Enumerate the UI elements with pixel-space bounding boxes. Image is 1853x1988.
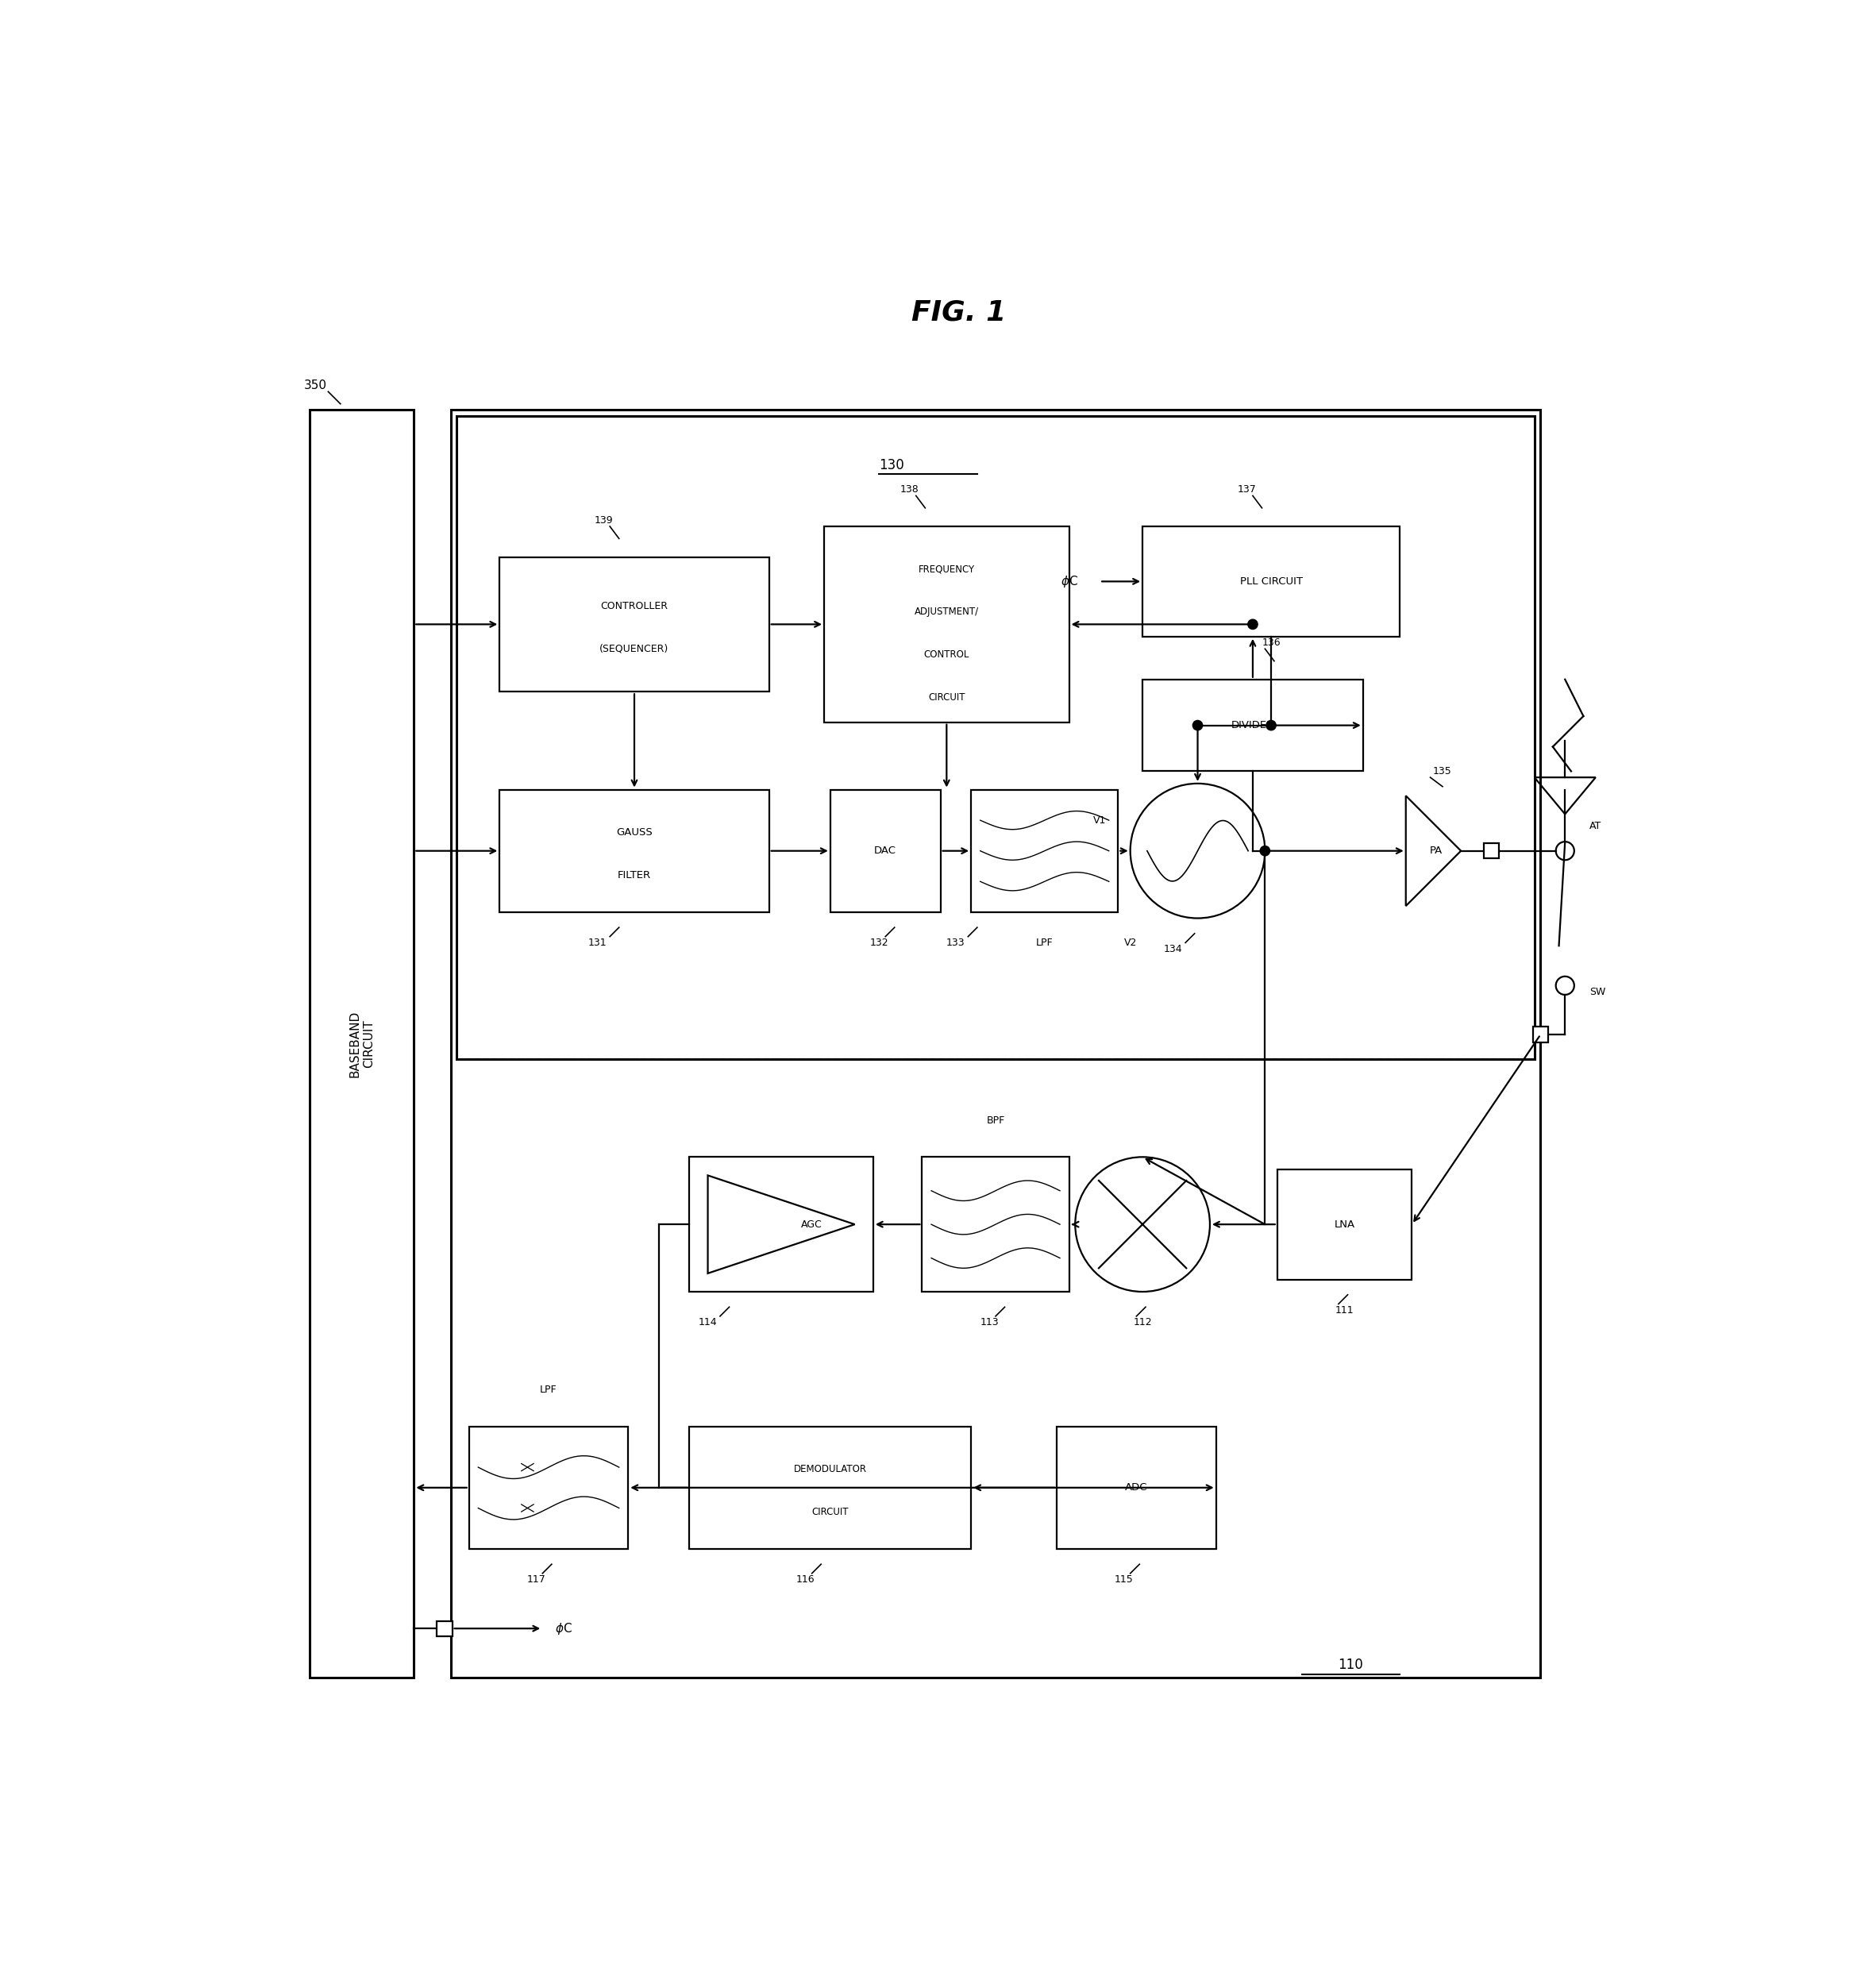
Text: ADJUSTMENT/: ADJUSTMENT/: [914, 606, 978, 616]
Text: AGC: AGC: [800, 1219, 823, 1229]
Text: 133: 133: [947, 938, 965, 948]
Text: 117: 117: [526, 1574, 547, 1584]
Text: V1: V1: [1093, 815, 1106, 825]
Bar: [469, 1427, 628, 1549]
Bar: [1277, 1169, 1412, 1280]
Text: 132: 132: [869, 938, 889, 948]
Circle shape: [1266, 720, 1277, 730]
Text: CONTROLLER: CONTROLLER: [600, 600, 669, 610]
Bar: [825, 527, 1069, 722]
Text: FIG. 1: FIG. 1: [912, 298, 1006, 326]
Text: $\phi$C: $\phi$C: [554, 1620, 573, 1636]
Text: CIRCUIT: CIRCUIT: [928, 692, 965, 704]
Text: 116: 116: [797, 1574, 815, 1584]
Text: PA: PA: [1431, 845, 1443, 857]
Bar: [689, 1427, 971, 1549]
Text: 110: 110: [1338, 1658, 1364, 1672]
Circle shape: [1247, 620, 1258, 630]
Text: PLL CIRCUIT: PLL CIRCUIT: [1240, 577, 1303, 586]
Text: 112: 112: [1134, 1318, 1153, 1328]
Text: 114: 114: [699, 1318, 717, 1328]
Text: FREQUENCY: FREQUENCY: [919, 565, 975, 575]
Bar: [1532, 1028, 1547, 1042]
Text: GAUSS: GAUSS: [617, 827, 652, 837]
Text: CONTROL: CONTROL: [925, 650, 969, 660]
Bar: [971, 789, 1117, 912]
Text: 135: 135: [1432, 765, 1453, 777]
Text: 137: 137: [1238, 485, 1256, 495]
Text: LPF: LPF: [1036, 938, 1053, 948]
Text: 131: 131: [587, 938, 608, 948]
Text: DAC: DAC: [875, 845, 897, 857]
Text: $\phi$C: $\phi$C: [1060, 575, 1078, 588]
Bar: [1143, 680, 1364, 771]
Text: 134: 134: [1164, 944, 1182, 954]
Bar: [1143, 527, 1399, 636]
Bar: [830, 789, 941, 912]
Text: LNA: LNA: [1334, 1219, 1355, 1229]
Text: 350: 350: [304, 380, 326, 392]
Text: FILTER: FILTER: [617, 871, 650, 881]
Text: 139: 139: [595, 515, 613, 525]
Circle shape: [1193, 720, 1203, 730]
Bar: [500, 557, 769, 692]
Text: (SEQUENCER): (SEQUENCER): [600, 644, 669, 654]
Text: V2: V2: [1125, 938, 1138, 948]
Bar: [923, 1157, 1069, 1292]
Text: DIVIDER: DIVIDER: [1230, 720, 1275, 730]
Text: LPF: LPF: [539, 1384, 558, 1396]
Text: 111: 111: [1336, 1304, 1355, 1316]
Text: 130: 130: [880, 457, 904, 473]
Text: 115: 115: [1116, 1574, 1134, 1584]
Text: 138: 138: [901, 485, 919, 495]
Bar: [1056, 1427, 1216, 1549]
Bar: [500, 789, 769, 912]
Text: BASEBAND
CIRCUIT: BASEBAND CIRCUIT: [348, 1010, 374, 1077]
Text: SW: SW: [1590, 986, 1607, 996]
Text: 136: 136: [1262, 638, 1280, 648]
Text: BPF: BPF: [986, 1115, 1004, 1125]
Text: AT: AT: [1590, 821, 1601, 831]
Bar: [450, 410, 1540, 1678]
Text: CIRCUIT: CIRCUIT: [812, 1507, 849, 1517]
Circle shape: [1260, 847, 1269, 855]
Text: 113: 113: [980, 1318, 999, 1328]
Bar: [437, 1620, 452, 1636]
Bar: [689, 1157, 873, 1292]
Text: DEMODULATOR: DEMODULATOR: [793, 1463, 867, 1475]
Text: ADC: ADC: [1125, 1483, 1147, 1493]
Bar: [458, 415, 1534, 1060]
Bar: [1484, 843, 1499, 859]
Bar: [309, 410, 413, 1678]
